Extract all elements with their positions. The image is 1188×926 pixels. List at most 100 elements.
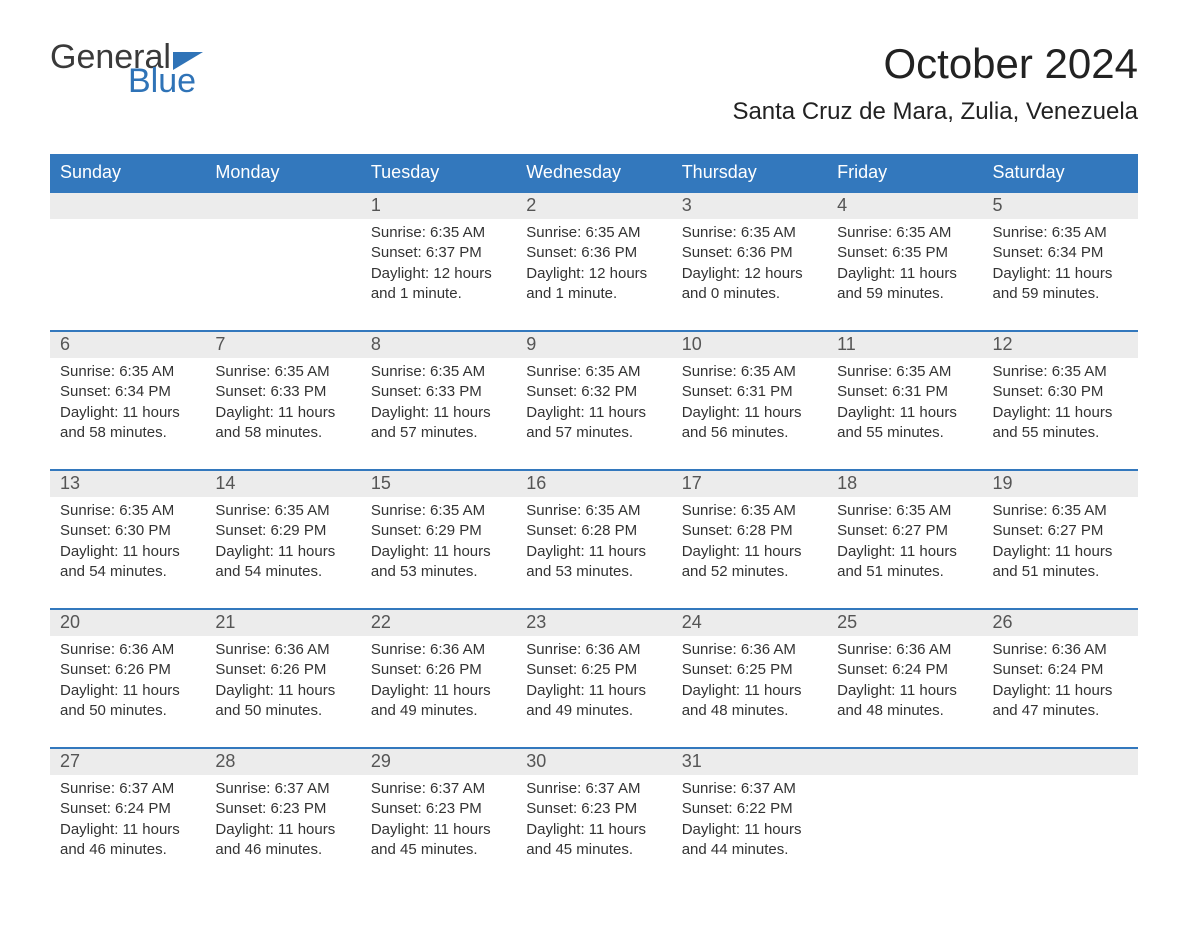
calendar-cell: 26Sunrise: 6:36 AMSunset: 6:24 PMDayligh… <box>983 609 1138 748</box>
day-number <box>205 193 360 219</box>
day-details: Sunrise: 6:37 AMSunset: 6:23 PMDaylight:… <box>361 775 516 886</box>
daylight-line: Daylight: 12 hours and 0 minutes. <box>682 264 817 305</box>
sunrise-line: Sunrise: 6:37 AM <box>526 779 661 799</box>
day-number <box>50 193 205 219</box>
sunset-line: Sunset: 6:23 PM <box>371 799 506 819</box>
daylight-line: Daylight: 11 hours and 46 minutes. <box>215 820 350 861</box>
day-details <box>983 775 1138 885</box>
day-details: Sunrise: 6:36 AMSunset: 6:26 PMDaylight:… <box>361 636 516 747</box>
daylight-line: Daylight: 11 hours and 56 minutes. <box>682 403 817 444</box>
sunset-line: Sunset: 6:23 PM <box>215 799 350 819</box>
daylight-line: Daylight: 11 hours and 44 minutes. <box>682 820 817 861</box>
sunset-line: Sunset: 6:24 PM <box>837 660 972 680</box>
sunset-line: Sunset: 6:24 PM <box>60 799 195 819</box>
sunrise-line: Sunrise: 6:36 AM <box>60 640 195 660</box>
day-number: 21 <box>205 610 360 636</box>
day-details: Sunrise: 6:36 AMSunset: 6:25 PMDaylight:… <box>516 636 671 747</box>
day-number: 26 <box>983 610 1138 636</box>
day-details: Sunrise: 6:35 AMSunset: 6:27 PMDaylight:… <box>983 497 1138 608</box>
day-details: Sunrise: 6:35 AMSunset: 6:29 PMDaylight:… <box>361 497 516 608</box>
day-number <box>827 749 982 775</box>
day-number: 27 <box>50 749 205 775</box>
sunset-line: Sunset: 6:29 PM <box>215 521 350 541</box>
calendar-cell: 3Sunrise: 6:35 AMSunset: 6:36 PMDaylight… <box>672 192 827 331</box>
day-number: 6 <box>50 332 205 358</box>
calendar-cell: 19Sunrise: 6:35 AMSunset: 6:27 PMDayligh… <box>983 470 1138 609</box>
calendar-cell <box>50 192 205 331</box>
sunrise-line: Sunrise: 6:35 AM <box>682 362 817 382</box>
sunset-line: Sunset: 6:35 PM <box>837 243 972 263</box>
sunrise-line: Sunrise: 6:36 AM <box>993 640 1128 660</box>
calendar-table: SundayMondayTuesdayWednesdayThursdayFrid… <box>50 154 1138 886</box>
calendar-cell: 15Sunrise: 6:35 AMSunset: 6:29 PMDayligh… <box>361 470 516 609</box>
daylight-line: Daylight: 11 hours and 49 minutes. <box>526 681 661 722</box>
sunset-line: Sunset: 6:22 PM <box>682 799 817 819</box>
day-number: 30 <box>516 749 671 775</box>
daylight-line: Daylight: 11 hours and 53 minutes. <box>371 542 506 583</box>
daylight-line: Daylight: 11 hours and 58 minutes. <box>60 403 195 444</box>
sunset-line: Sunset: 6:28 PM <box>526 521 661 541</box>
calendar-cell: 29Sunrise: 6:37 AMSunset: 6:23 PMDayligh… <box>361 748 516 886</box>
sunrise-line: Sunrise: 6:35 AM <box>993 362 1128 382</box>
daylight-line: Daylight: 11 hours and 58 minutes. <box>215 403 350 444</box>
day-number: 11 <box>827 332 982 358</box>
sunrise-line: Sunrise: 6:36 AM <box>682 640 817 660</box>
calendar-cell: 12Sunrise: 6:35 AMSunset: 6:30 PMDayligh… <box>983 331 1138 470</box>
day-details: Sunrise: 6:35 AMSunset: 6:31 PMDaylight:… <box>672 358 827 469</box>
daylight-line: Daylight: 11 hours and 54 minutes. <box>215 542 350 583</box>
day-details: Sunrise: 6:37 AMSunset: 6:23 PMDaylight:… <box>516 775 671 886</box>
day-details: Sunrise: 6:35 AMSunset: 6:33 PMDaylight:… <box>361 358 516 469</box>
sunset-line: Sunset: 6:28 PM <box>682 521 817 541</box>
sunrise-line: Sunrise: 6:35 AM <box>993 501 1128 521</box>
day-number: 22 <box>361 610 516 636</box>
month-title: October 2024 <box>732 40 1138 88</box>
calendar-cell: 28Sunrise: 6:37 AMSunset: 6:23 PMDayligh… <box>205 748 360 886</box>
sunrise-line: Sunrise: 6:37 AM <box>682 779 817 799</box>
sunrise-line: Sunrise: 6:35 AM <box>526 362 661 382</box>
calendar-cell: 7Sunrise: 6:35 AMSunset: 6:33 PMDaylight… <box>205 331 360 470</box>
weekday-header: Thursday <box>672 154 827 192</box>
day-details: Sunrise: 6:35 AMSunset: 6:34 PMDaylight:… <box>50 358 205 469</box>
daylight-line: Daylight: 11 hours and 48 minutes. <box>682 681 817 722</box>
calendar-cell <box>827 748 982 886</box>
day-details: Sunrise: 6:37 AMSunset: 6:23 PMDaylight:… <box>205 775 360 886</box>
day-number: 29 <box>361 749 516 775</box>
calendar-week-row: 1Sunrise: 6:35 AMSunset: 6:37 PMDaylight… <box>50 192 1138 331</box>
daylight-line: Daylight: 11 hours and 46 minutes. <box>60 820 195 861</box>
calendar-cell: 14Sunrise: 6:35 AMSunset: 6:29 PMDayligh… <box>205 470 360 609</box>
calendar-cell: 1Sunrise: 6:35 AMSunset: 6:37 PMDaylight… <box>361 192 516 331</box>
day-details: Sunrise: 6:35 AMSunset: 6:36 PMDaylight:… <box>516 219 671 330</box>
daylight-line: Daylight: 11 hours and 57 minutes. <box>526 403 661 444</box>
day-number: 13 <box>50 471 205 497</box>
sunset-line: Sunset: 6:23 PM <box>526 799 661 819</box>
calendar-cell: 11Sunrise: 6:35 AMSunset: 6:31 PMDayligh… <box>827 331 982 470</box>
calendar-body: 1Sunrise: 6:35 AMSunset: 6:37 PMDaylight… <box>50 192 1138 886</box>
sunrise-line: Sunrise: 6:35 AM <box>371 501 506 521</box>
calendar-cell: 9Sunrise: 6:35 AMSunset: 6:32 PMDaylight… <box>516 331 671 470</box>
calendar-cell: 23Sunrise: 6:36 AMSunset: 6:25 PMDayligh… <box>516 609 671 748</box>
sunrise-line: Sunrise: 6:36 AM <box>371 640 506 660</box>
sunrise-line: Sunrise: 6:35 AM <box>215 362 350 382</box>
day-details: Sunrise: 6:35 AMSunset: 6:29 PMDaylight:… <box>205 497 360 608</box>
calendar-week-row: 20Sunrise: 6:36 AMSunset: 6:26 PMDayligh… <box>50 609 1138 748</box>
daylight-line: Daylight: 11 hours and 57 minutes. <box>371 403 506 444</box>
day-number: 7 <box>205 332 360 358</box>
weekday-header: Wednesday <box>516 154 671 192</box>
sunrise-line: Sunrise: 6:35 AM <box>526 223 661 243</box>
sunrise-line: Sunrise: 6:35 AM <box>682 501 817 521</box>
sunset-line: Sunset: 6:36 PM <box>682 243 817 263</box>
sunrise-line: Sunrise: 6:35 AM <box>60 501 195 521</box>
calendar-head: SundayMondayTuesdayWednesdayThursdayFrid… <box>50 154 1138 192</box>
sunset-line: Sunset: 6:33 PM <box>371 382 506 402</box>
day-details: Sunrise: 6:35 AMSunset: 6:30 PMDaylight:… <box>50 497 205 608</box>
weekday-header: Tuesday <box>361 154 516 192</box>
day-details <box>827 775 982 885</box>
calendar-cell: 27Sunrise: 6:37 AMSunset: 6:24 PMDayligh… <box>50 748 205 886</box>
sunset-line: Sunset: 6:31 PM <box>837 382 972 402</box>
day-number: 25 <box>827 610 982 636</box>
daylight-line: Daylight: 12 hours and 1 minute. <box>526 264 661 305</box>
sunrise-line: Sunrise: 6:35 AM <box>215 501 350 521</box>
day-details: Sunrise: 6:37 AMSunset: 6:24 PMDaylight:… <box>50 775 205 886</box>
sunset-line: Sunset: 6:26 PM <box>60 660 195 680</box>
day-number: 24 <box>672 610 827 636</box>
